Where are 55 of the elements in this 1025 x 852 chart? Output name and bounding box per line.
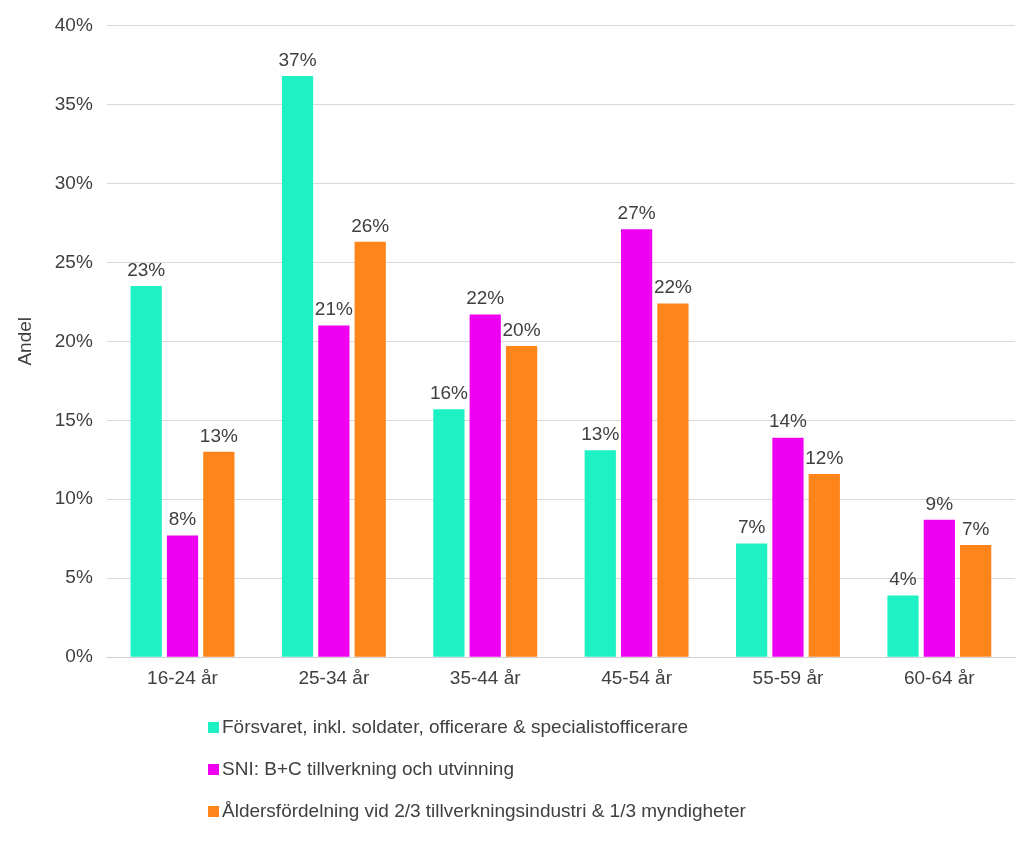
bar (887, 595, 919, 657)
data-label: 21% (314, 298, 353, 320)
y-tick-label: 40% (54, 13, 93, 35)
x-tick-label: 45-54 år (601, 666, 673, 688)
bar (130, 286, 162, 657)
data-label: 4% (889, 568, 917, 590)
bar (433, 409, 465, 657)
data-label: 12% (805, 446, 844, 468)
y-tick-label: 0% (65, 645, 93, 667)
bar (923, 519, 955, 657)
y-axis-title: Andel (13, 317, 35, 366)
data-label: 22% (653, 276, 693, 298)
bar (203, 451, 235, 657)
data-label: 20% (502, 318, 541, 340)
y-tick-label: 35% (54, 92, 93, 114)
bar (736, 543, 768, 657)
bar (281, 75, 314, 657)
bar (166, 535, 199, 657)
bar (318, 325, 350, 657)
x-tick-label: 55-59 år (752, 666, 825, 688)
data-label: 22% (466, 287, 505, 309)
x-tick-label: 25-34 år (298, 666, 370, 688)
y-tick-label: 10% (54, 487, 93, 509)
data-label: 37% (278, 48, 317, 70)
data-label: 16% (429, 381, 469, 403)
x-tick-label: 35-44 år (449, 666, 522, 688)
bar (469, 314, 501, 657)
legend-label: SNI: B+C tillverkning och utvinning (222, 758, 515, 780)
data-label: 7% (737, 516, 766, 538)
y-tick-label: 15% (54, 408, 93, 430)
data-label: 8% (168, 508, 197, 530)
x-tick-label: 60-64 år (903, 666, 976, 688)
bar (772, 437, 804, 657)
bar (505, 346, 538, 657)
bar (657, 303, 689, 657)
bar (960, 545, 992, 657)
y-tick-label: 5% (65, 566, 93, 588)
legend-label: Åldersfördelning vid 2/3 tillverkningsindustri & 1/3 myndigheter (222, 800, 746, 822)
y-tick-label: 20% (54, 329, 93, 351)
bar (354, 241, 386, 657)
data-label: 26% (351, 214, 390, 236)
data-label: 14% (768, 410, 808, 432)
x-tick-label: 16-24 år (147, 666, 219, 688)
y-tick-label: 25% (54, 250, 93, 272)
data-label: 13% (199, 424, 238, 446)
data-label: 27% (617, 201, 656, 223)
data-label: 13% (581, 423, 620, 445)
data-label: 9% (925, 492, 954, 514)
bar (808, 473, 840, 657)
data-label: 23% (127, 258, 166, 280)
bar (620, 229, 653, 657)
y-tick-label: 30% (54, 171, 93, 193)
data-label: 7% (961, 517, 990, 539)
legend-label: Försvaret, inkl. soldater, officerare & specialistofficerare (222, 716, 689, 738)
bar (584, 450, 616, 657)
